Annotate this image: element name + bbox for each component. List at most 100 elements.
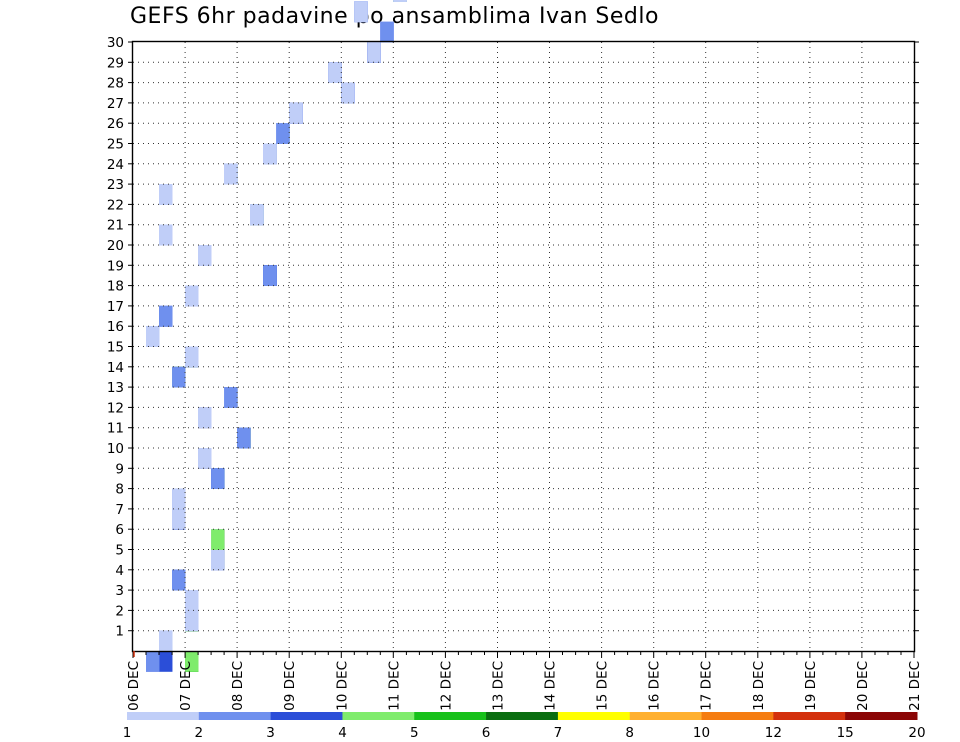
legend-swatch bbox=[127, 712, 200, 720]
x-tick-label: 20 DEC bbox=[855, 661, 871, 711]
y-tick-label: 30 bbox=[107, 35, 124, 51]
legend-swatch bbox=[845, 712, 918, 720]
y-tick-label: 4 bbox=[115, 563, 124, 579]
y-tick-label: 22 bbox=[107, 197, 124, 213]
y-tick-label: 16 bbox=[107, 319, 124, 335]
legend-swatch bbox=[773, 712, 846, 720]
y-tick-label: 5 bbox=[115, 543, 124, 559]
heatmap-cell bbox=[211, 529, 225, 550]
legend-label: 20 bbox=[908, 725, 925, 741]
legend-label: 15 bbox=[837, 725, 854, 741]
heatmap-cell bbox=[276, 123, 290, 144]
legend-swatch bbox=[557, 712, 631, 720]
x-tick-label: 10 DEC bbox=[334, 661, 350, 711]
x-tick-label: 19 DEC bbox=[803, 661, 819, 711]
x-tick-label: 17 DEC bbox=[699, 661, 715, 711]
heatmap-cell bbox=[159, 184, 173, 205]
heatmap-cell bbox=[224, 163, 238, 185]
legend-label: 1 bbox=[123, 725, 132, 741]
x-tick-label: 15 DEC bbox=[595, 661, 611, 711]
y-tick-label: 17 bbox=[107, 299, 124, 315]
y-tick-label: 3 bbox=[115, 583, 124, 599]
heatmap-cell bbox=[198, 448, 212, 469]
heatmap-cell bbox=[159, 305, 173, 327]
heatmap-cell bbox=[159, 224, 173, 246]
heatmap-cell bbox=[211, 468, 225, 489]
legend-label: 7 bbox=[554, 725, 563, 741]
y-tick-label: 1 bbox=[115, 624, 124, 640]
legend-swatch bbox=[198, 712, 272, 720]
y-tick-label: 15 bbox=[107, 340, 124, 356]
heatmap-cell bbox=[237, 427, 251, 449]
y-tick-label: 23 bbox=[107, 177, 124, 193]
heatmap-cell bbox=[211, 549, 225, 571]
x-tick-label: 14 DEC bbox=[543, 661, 559, 711]
x-tick-label: 11 DEC bbox=[386, 661, 402, 711]
heatmap-cell bbox=[146, 326, 160, 347]
legend-label: 2 bbox=[195, 725, 204, 741]
heatmap-cell bbox=[185, 590, 199, 611]
heatmap-cell bbox=[289, 102, 303, 124]
y-tick-label: 8 bbox=[115, 482, 124, 498]
x-tick-label: 12 DEC bbox=[438, 661, 454, 711]
y-tick-label: 6 bbox=[115, 522, 124, 538]
y-tick-label: 7 bbox=[115, 502, 124, 518]
y-tick-label: 18 bbox=[107, 279, 124, 295]
heatmap-cell bbox=[159, 630, 173, 652]
heatmap-cell bbox=[185, 610, 199, 632]
y-tick-label: 24 bbox=[107, 157, 124, 173]
heatmap-cell bbox=[185, 346, 199, 368]
heatmap-cell bbox=[146, 651, 160, 672]
legend-label: 3 bbox=[266, 725, 275, 741]
heatmap-cell bbox=[198, 245, 212, 266]
heatmap-cell bbox=[393, 0, 407, 2]
legend-label: 6 bbox=[482, 725, 491, 741]
heatmap-cell bbox=[354, 1, 368, 23]
x-tick-label: 06 DEC bbox=[126, 661, 142, 711]
legend-swatch bbox=[701, 712, 774, 720]
y-tick-label: 11 bbox=[107, 421, 124, 437]
x-tick-label: 16 DEC bbox=[647, 661, 663, 711]
legend-label: 8 bbox=[625, 725, 634, 741]
heatmap-cell bbox=[172, 366, 186, 388]
heatmap-cell bbox=[250, 204, 264, 226]
heatmap-cell bbox=[224, 387, 238, 408]
heatmap-cell bbox=[185, 285, 199, 307]
y-tick-label: 12 bbox=[107, 400, 124, 416]
y-tick-label: 13 bbox=[107, 380, 124, 396]
y-tick-label: 26 bbox=[107, 116, 124, 132]
legend-swatch bbox=[486, 712, 559, 720]
heatmap-cell bbox=[263, 143, 277, 165]
legend-swatch bbox=[270, 712, 343, 720]
heatmap-cell bbox=[185, 651, 199, 672]
y-tick-label: 27 bbox=[107, 96, 124, 112]
heatmap-cell bbox=[328, 62, 342, 83]
x-tick-label: 07 DEC bbox=[178, 661, 194, 711]
x-tick-label: 13 DEC bbox=[491, 661, 507, 711]
heatmap-cell bbox=[172, 569, 186, 591]
y-tick-label: 20 bbox=[107, 238, 124, 254]
x-tick-label: 21 DEC bbox=[907, 661, 923, 711]
chart-title: GEFS 6hr padavine po ansamblima Ivan Sed… bbox=[130, 4, 659, 29]
legend-swatch bbox=[629, 712, 703, 720]
y-tick-label: 29 bbox=[107, 55, 124, 71]
heatmap-cell bbox=[367, 42, 381, 63]
x-tick-label: 18 DEC bbox=[751, 661, 767, 711]
y-tick-label: 14 bbox=[107, 360, 124, 376]
heatmap-cell bbox=[159, 651, 173, 672]
legend-label: 5 bbox=[410, 725, 419, 741]
legend-label: 12 bbox=[765, 725, 782, 741]
heatmap-cell bbox=[198, 407, 212, 429]
x-tick-label: 09 DEC bbox=[282, 661, 298, 711]
y-tick-label: 28 bbox=[107, 76, 124, 92]
x-tick-label: 08 DEC bbox=[230, 661, 246, 711]
y-tick-label: 9 bbox=[115, 461, 124, 477]
y-tick-label: 10 bbox=[107, 441, 124, 457]
y-tick-label: 21 bbox=[107, 218, 124, 234]
heatmap-cell bbox=[380, 21, 394, 43]
legend-label: 4 bbox=[338, 725, 347, 741]
heatmap-cell bbox=[263, 265, 277, 286]
legend-swatch bbox=[342, 712, 415, 720]
legend-label: 10 bbox=[693, 725, 710, 741]
